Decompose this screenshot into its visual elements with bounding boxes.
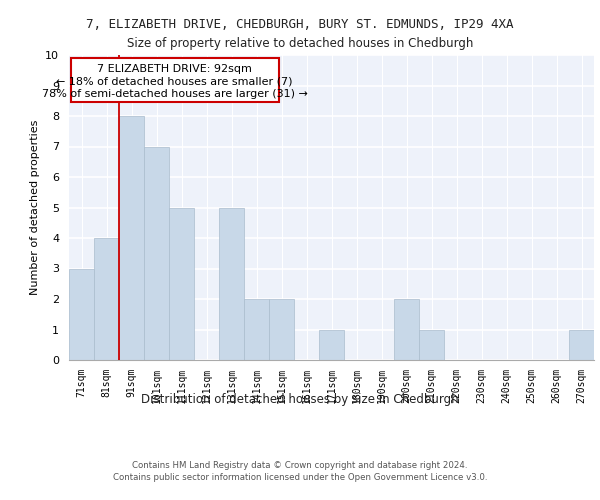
Bar — [269, 299, 294, 360]
Bar — [169, 208, 194, 360]
Text: Distribution of detached houses by size in Chedburgh: Distribution of detached houses by size … — [141, 392, 459, 406]
Text: Size of property relative to detached houses in Chedburgh: Size of property relative to detached ho… — [127, 38, 473, 51]
Bar — [144, 146, 169, 360]
Bar — [69, 268, 94, 360]
Bar — [244, 299, 269, 360]
Text: ← 18% of detached houses are smaller (7): ← 18% of detached houses are smaller (7) — [56, 77, 293, 87]
Text: 7 ELIZABETH DRIVE: 92sqm: 7 ELIZABETH DRIVE: 92sqm — [97, 64, 252, 74]
Y-axis label: Number of detached properties: Number of detached properties — [30, 120, 40, 295]
Text: 7, ELIZABETH DRIVE, CHEDBURGH, BURY ST. EDMUNDS, IP29 4XA: 7, ELIZABETH DRIVE, CHEDBURGH, BURY ST. … — [86, 18, 514, 30]
Bar — [219, 208, 244, 360]
Bar — [119, 116, 144, 360]
Bar — [419, 330, 444, 360]
Bar — [394, 299, 419, 360]
Bar — [319, 330, 344, 360]
Bar — [569, 330, 594, 360]
Text: Contains HM Land Registry data © Crown copyright and database right 2024.
Contai: Contains HM Land Registry data © Crown c… — [113, 461, 487, 482]
Text: 78% of semi-detached houses are larger (31) →: 78% of semi-detached houses are larger (… — [42, 89, 308, 99]
FancyBboxPatch shape — [71, 58, 278, 102]
Bar — [94, 238, 119, 360]
